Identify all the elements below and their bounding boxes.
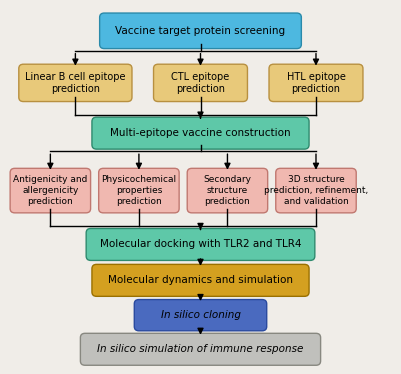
Text: Physicochemical
properties
prediction: Physicochemical properties prediction bbox=[101, 175, 176, 206]
Text: In silico cloning: In silico cloning bbox=[160, 310, 241, 320]
FancyBboxPatch shape bbox=[10, 168, 91, 213]
Text: CTL epitope
prediction: CTL epitope prediction bbox=[171, 72, 230, 94]
Text: HTL epitope
prediction: HTL epitope prediction bbox=[287, 72, 345, 94]
FancyBboxPatch shape bbox=[134, 300, 267, 331]
FancyBboxPatch shape bbox=[80, 333, 321, 365]
FancyBboxPatch shape bbox=[19, 64, 132, 102]
FancyBboxPatch shape bbox=[99, 13, 302, 49]
Text: In silico simulation of immune response: In silico simulation of immune response bbox=[97, 344, 304, 354]
FancyBboxPatch shape bbox=[154, 64, 247, 102]
FancyBboxPatch shape bbox=[269, 64, 363, 102]
Text: 3D structure
prediction, refinement,
and validation: 3D structure prediction, refinement, and… bbox=[264, 175, 368, 206]
FancyBboxPatch shape bbox=[187, 168, 268, 213]
FancyBboxPatch shape bbox=[92, 264, 309, 296]
Text: Molecular docking with TLR2 and TLR4: Molecular docking with TLR2 and TLR4 bbox=[100, 239, 301, 249]
Text: Multi-epitope vaccine construction: Multi-epitope vaccine construction bbox=[110, 128, 291, 138]
FancyBboxPatch shape bbox=[99, 168, 179, 213]
FancyBboxPatch shape bbox=[86, 229, 315, 260]
Text: Linear B cell epitope
prediction: Linear B cell epitope prediction bbox=[25, 72, 126, 94]
FancyBboxPatch shape bbox=[276, 168, 356, 213]
Text: Secondary
structure
prediction: Secondary structure prediction bbox=[203, 175, 251, 206]
Text: Vaccine target protein screening: Vaccine target protein screening bbox=[115, 26, 286, 36]
Text: Molecular dynamics and simulation: Molecular dynamics and simulation bbox=[108, 275, 293, 285]
FancyBboxPatch shape bbox=[92, 117, 309, 149]
Text: Antigenicity and
allergenicity
prediction: Antigenicity and allergenicity predictio… bbox=[13, 175, 87, 206]
